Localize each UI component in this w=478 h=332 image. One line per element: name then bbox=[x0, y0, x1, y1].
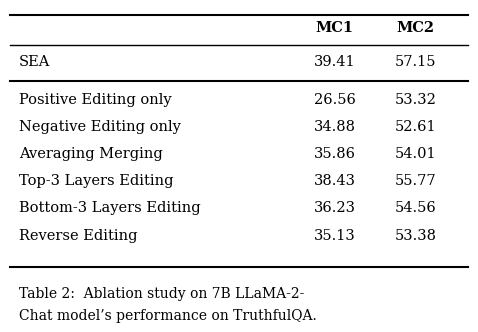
Text: 57.15: 57.15 bbox=[395, 55, 436, 69]
Text: MC1: MC1 bbox=[315, 21, 354, 35]
Text: 36.23: 36.23 bbox=[314, 202, 356, 215]
Text: SEA: SEA bbox=[19, 55, 51, 69]
Text: MC2: MC2 bbox=[397, 21, 435, 35]
Text: Averaging Merging: Averaging Merging bbox=[19, 147, 163, 161]
Text: 34.88: 34.88 bbox=[314, 120, 356, 134]
Text: Reverse Editing: Reverse Editing bbox=[19, 229, 138, 243]
Text: 26.56: 26.56 bbox=[314, 93, 356, 107]
Text: 53.32: 53.32 bbox=[395, 93, 437, 107]
Text: Top-3 Layers Editing: Top-3 Layers Editing bbox=[19, 174, 174, 188]
Text: 38.43: 38.43 bbox=[314, 174, 356, 188]
Text: Positive Editing only: Positive Editing only bbox=[19, 93, 172, 107]
Text: 55.77: 55.77 bbox=[395, 174, 437, 188]
Text: 53.38: 53.38 bbox=[395, 229, 437, 243]
Text: Bottom-3 Layers Editing: Bottom-3 Layers Editing bbox=[19, 202, 201, 215]
Text: Chat model’s performance on TruthfulQA.: Chat model’s performance on TruthfulQA. bbox=[19, 309, 317, 323]
Text: 52.61: 52.61 bbox=[395, 120, 437, 134]
Text: 35.86: 35.86 bbox=[314, 147, 356, 161]
Text: Negative Editing only: Negative Editing only bbox=[19, 120, 181, 134]
Text: 54.01: 54.01 bbox=[395, 147, 437, 161]
Text: 39.41: 39.41 bbox=[314, 55, 356, 69]
Text: 35.13: 35.13 bbox=[314, 229, 356, 243]
Text: 54.56: 54.56 bbox=[395, 202, 437, 215]
Text: Table 2:  Ablation study on 7B LLaMA-2-: Table 2: Ablation study on 7B LLaMA-2- bbox=[19, 287, 304, 301]
